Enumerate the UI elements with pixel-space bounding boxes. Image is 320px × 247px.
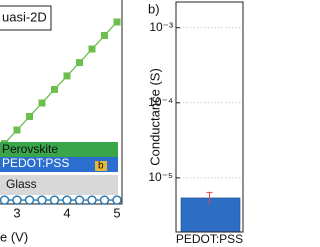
- x-tick-label: 4: [63, 205, 70, 220]
- layer-label: Glass: [6, 177, 37, 191]
- data-point: [0, 195, 10, 205]
- data-point: [38, 99, 46, 107]
- data-point: [12, 195, 22, 205]
- data-point: [63, 72, 71, 80]
- bar: [180, 197, 241, 233]
- x-axis-label: e (V): [0, 229, 28, 244]
- data-point: [99, 195, 110, 205]
- layer-perovskite: [0, 142, 118, 157]
- electrode: [95, 161, 107, 171]
- layer-label: PEDOT:PSS: [2, 156, 69, 170]
- y-tick-label: 10⁻⁴: [148, 95, 173, 109]
- data-point: [24, 195, 35, 205]
- x-tick-label: 5: [113, 205, 120, 220]
- data-point: [51, 85, 58, 93]
- layer-glass: [0, 175, 118, 195]
- y-tick-label: 10⁻³: [149, 20, 173, 34]
- plot-frame: [175, 1, 244, 233]
- data-point: [112, 195, 122, 205]
- data-point: [13, 126, 21, 134]
- panel-title: b): [148, 1, 160, 16]
- x-tick-label: 3: [13, 205, 20, 220]
- series-line: [4, 21, 118, 145]
- legend-box: [0, 5, 52, 31]
- data-point: [74, 195, 85, 205]
- layer-pedot: [0, 157, 118, 172]
- data-point: [113, 18, 121, 26]
- data-point: [87, 195, 97, 205]
- data-point: [76, 59, 83, 67]
- legend-label: uasi-2D: [2, 9, 47, 24]
- plot-frame: [0, 0, 123, 205]
- y-axis-label: Conductance (S): [147, 68, 162, 166]
- layer-label: Perovskite: [2, 142, 58, 156]
- y-tick-label: 10⁻⁵: [148, 170, 173, 184]
- data-point: [37, 195, 47, 205]
- x-tick-label: PEDOT:PSS: [176, 232, 243, 246]
- data-point: [88, 45, 96, 53]
- data-point: [62, 195, 72, 205]
- data-point: [101, 32, 108, 40]
- data-point: [26, 113, 33, 121]
- data-point: [49, 195, 60, 205]
- layer-label: b: [98, 161, 104, 172]
